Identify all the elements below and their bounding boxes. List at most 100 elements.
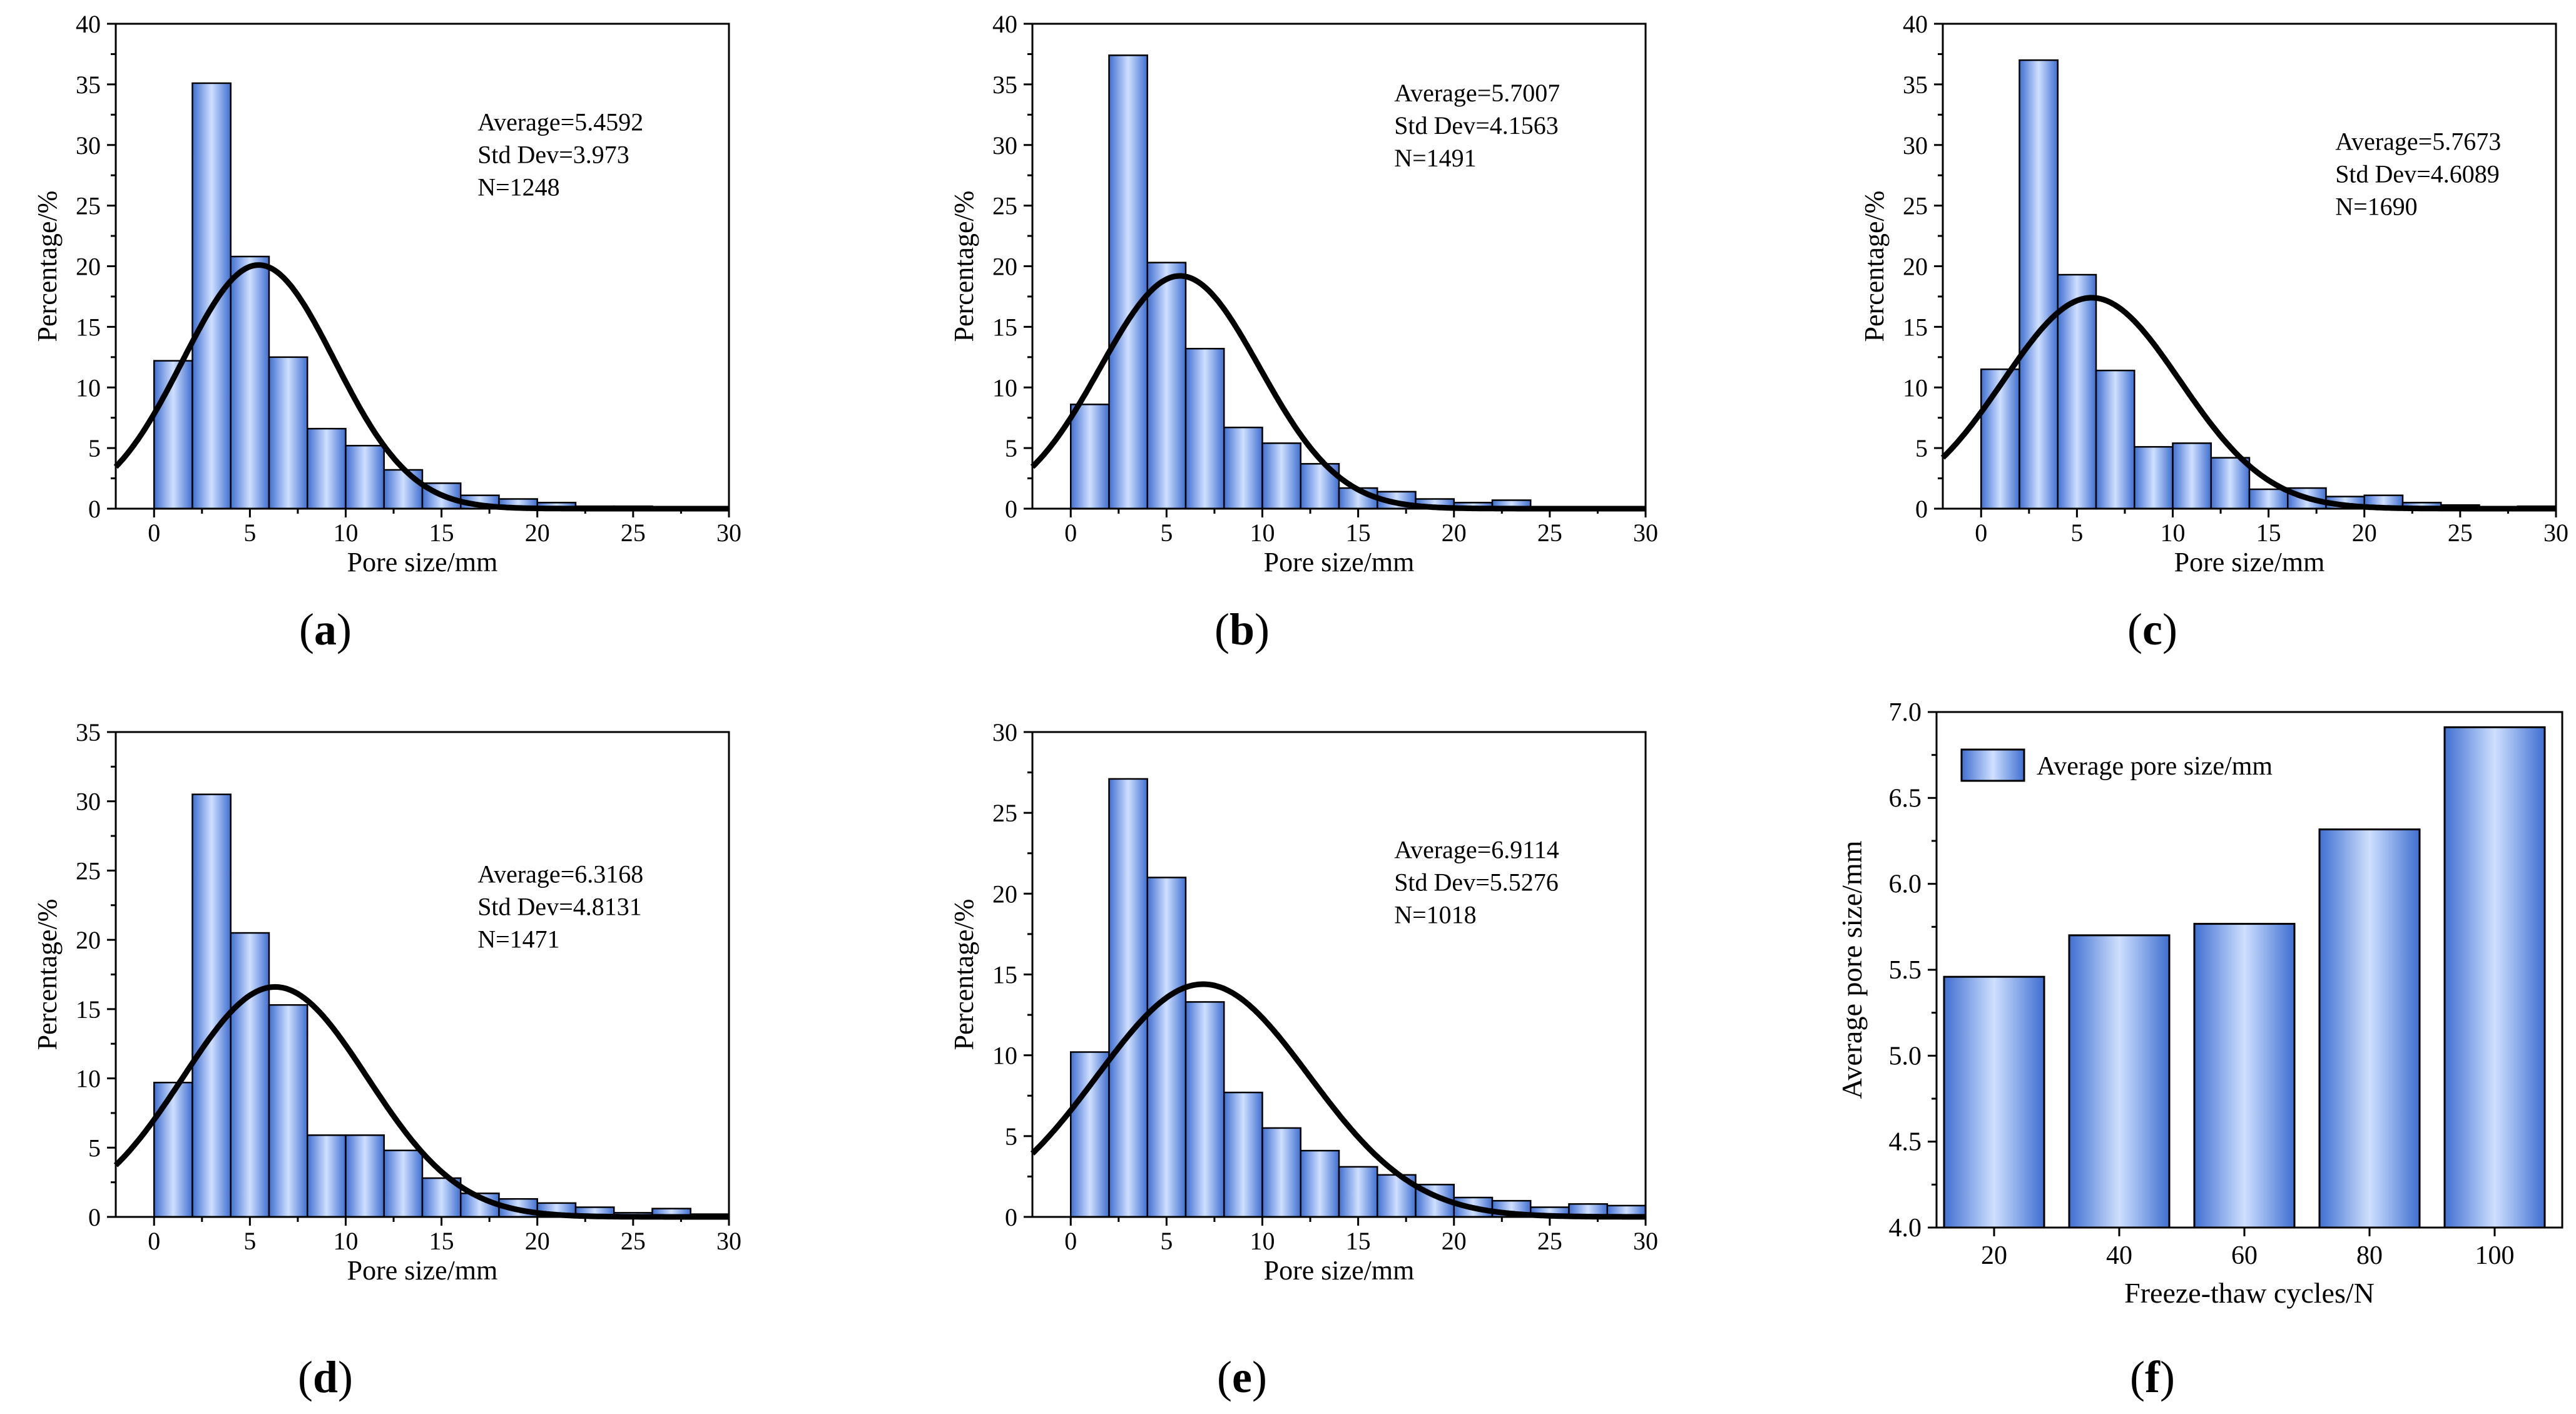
bar-a-2 <box>230 255 270 510</box>
x-tick-label: 5 <box>243 1227 256 1255</box>
x-tick-label: 0 <box>148 519 160 547</box>
x-tick-label: 20 <box>2352 519 2377 547</box>
bar-d-6 <box>383 1149 424 1218</box>
y-tick-label: 15 <box>76 313 101 341</box>
x-tick-label: 5 <box>243 519 256 547</box>
x-tick-label: 60 <box>2231 1241 2258 1270</box>
stats-annotation: N=1690 <box>2335 193 2417 221</box>
chart-panel-b: 0 5 10 15 20 25 30 35 40 0 5 10 15 20 25 30 Pore size/mm… <box>949 10 1658 654</box>
y-axis-label: Percentage/% <box>949 899 979 1050</box>
y-tick-label: 20 <box>992 880 1017 908</box>
stats-annotation: Std Dev=4.6089 <box>2335 160 2500 188</box>
x-axis-label: Pore size/mm <box>347 547 498 577</box>
y-tick-label: 10 <box>992 374 1017 402</box>
bar-d-3 <box>268 1004 308 1218</box>
y-tick-label: 7.0 <box>1889 698 1922 727</box>
y-tick-label: 0 <box>88 495 101 523</box>
bar-c-6 <box>2210 457 2251 510</box>
y-tick-label: 6.0 <box>1889 870 1922 899</box>
x-tick-label: 0 <box>1975 519 1987 547</box>
stats-annotation: Average=6.9114 <box>1394 836 1559 864</box>
y-tick-label: 30 <box>992 718 1017 746</box>
x-tick-label: 25 <box>621 1227 646 1255</box>
bar-b-5 <box>1261 442 1301 510</box>
chart-panel-e: 0 5 10 15 20 25 30 0 5 10 15 20 25 30 Pore size/mm Perc… <box>949 718 1658 1402</box>
bar-b-4 <box>1223 426 1263 510</box>
y-tick-label: 5 <box>88 434 101 462</box>
x-tick-label: 5 <box>2070 519 2083 547</box>
bar-c-4 <box>2134 445 2174 510</box>
x-axis-label: Pore size/mm <box>2174 547 2325 577</box>
bar-d-1 <box>191 793 232 1218</box>
y-tick-label: 10 <box>76 374 101 402</box>
y-tick-label: 20 <box>1903 253 1928 281</box>
y-axis-label: Percentage/% <box>32 191 63 342</box>
y-tick-label: 20 <box>992 253 1017 281</box>
panel-label-open: ( <box>298 1352 313 1402</box>
x-tick-label: 10 <box>1250 519 1275 547</box>
legend-label: Average pore size/mm <box>2037 752 2273 781</box>
stats-annotation: Std Dev=3.973 <box>477 141 629 169</box>
bar-b-2 <box>1146 262 1187 510</box>
bar-f-3 <box>2318 828 2421 1229</box>
panel-label-close: ) <box>2162 604 2177 654</box>
x-tick-label: 40 <box>2106 1241 2132 1270</box>
panel-label-open: ( <box>299 604 314 654</box>
y-tick-label: 15 <box>992 961 1017 989</box>
bar-c-3 <box>2095 369 2136 510</box>
x-tick-label: 10 <box>333 519 359 547</box>
bar-a-4 <box>307 427 347 510</box>
panel-label-close: ) <box>1252 1352 1267 1402</box>
x-tick-label: 20 <box>1442 519 1467 547</box>
y-tick-label: 35 <box>76 71 101 99</box>
y-tick-label: 25 <box>992 799 1017 827</box>
x-tick-label: 10 <box>1250 1227 1275 1255</box>
y-axis-label: Percentage/% <box>32 899 63 1050</box>
bar-a-6 <box>383 469 424 510</box>
x-tick-label: 15 <box>2256 519 2281 547</box>
y-tick-label: 5 <box>1005 1122 1017 1151</box>
bar-f-0 <box>1943 975 2045 1229</box>
y-tick-label: 40 <box>992 10 1017 38</box>
x-tick-label: 25 <box>621 519 646 547</box>
y-tick-label: 25 <box>992 192 1017 220</box>
panel-label-letter: c <box>2142 604 2162 654</box>
stats-annotation: Std Dev=5.5276 <box>1394 868 1559 897</box>
y-tick-label: 15 <box>76 995 101 1024</box>
x-tick-label: 30 <box>716 1227 741 1255</box>
x-tick-label: 15 <box>429 1227 454 1255</box>
panel-label-close: ) <box>337 604 352 654</box>
y-axis-label: Average pore size/mm <box>1836 840 1868 1099</box>
bar-c-7 <box>2248 488 2289 510</box>
legend-swatch <box>1960 748 2025 782</box>
bar-e-7 <box>1338 1166 1378 1218</box>
x-tick-label: 20 <box>525 1227 550 1255</box>
y-tick-label: 30 <box>992 131 1017 160</box>
chart-panel-d: 0 5 10 15 20 25 30 35 0 5 10 15 20 25 30 Pore size/mm Pe… <box>32 718 741 1402</box>
bar-e-2 <box>1146 877 1187 1218</box>
y-tick-label: 0 <box>1915 495 1928 523</box>
x-tick-label: 30 <box>1633 519 1658 547</box>
bar-b-3 <box>1184 348 1225 510</box>
panel-label-b: (b) <box>1214 604 1270 654</box>
panel-label-letter: f <box>2145 1352 2161 1402</box>
y-tick-label: 40 <box>1903 10 1928 38</box>
x-tick-label: 25 <box>1537 519 1562 547</box>
panel-label-letter: b <box>1229 604 1255 654</box>
x-tick-label: 10 <box>333 1227 359 1255</box>
x-tick-label: 0 <box>1064 1227 1077 1255</box>
bar-c-1 <box>2019 59 2059 510</box>
stats-annotation: Std Dev=4.1563 <box>1394 111 1559 140</box>
x-tick-label: 15 <box>429 519 454 547</box>
stats-annotation: Average=5.7673 <box>2335 128 2501 156</box>
x-axis-label: Pore size/mm <box>347 1255 498 1286</box>
x-tick-label: 30 <box>2543 519 2568 547</box>
x-tick-label: 15 <box>1346 519 1371 547</box>
y-tick-label: 6.5 <box>1889 784 1922 813</box>
bar-d-4 <box>307 1134 347 1218</box>
y-axis-label: Percentage/% <box>949 191 979 342</box>
panel-label-letter: d <box>313 1352 338 1402</box>
bar-e-1 <box>1108 778 1148 1218</box>
x-tick-label: 20 <box>1981 1241 2007 1270</box>
bar-e-0 <box>1070 1051 1110 1218</box>
